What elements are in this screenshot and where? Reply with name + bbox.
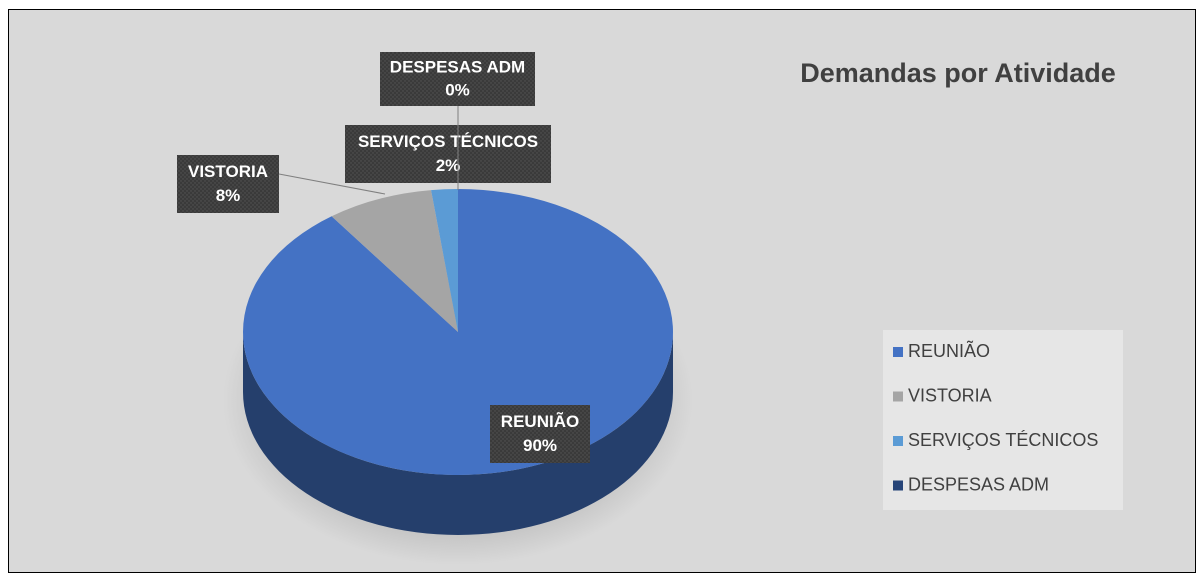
data-label-name: REUNIÃO: [501, 411, 579, 431]
legend-swatch: [893, 436, 903, 446]
data-label-box: [177, 155, 279, 213]
data-label-value: 0%: [445, 80, 470, 99]
labels: REUNIÃO 90% VISTORIA 8% SERVIÇOS TÉCNICOS 2% D…: [177, 52, 590, 463]
data-label-name: VISTORIA: [188, 162, 268, 181]
legend-swatch: [893, 391, 903, 402]
data-label-box: [380, 52, 535, 106]
leader-line: [278, 173, 386, 195]
legend-label: SERVIÇOS TÉCNICOS: [908, 430, 1098, 450]
pie-slice: [431, 189, 458, 332]
data-label-name: SERVIÇOS TÉCNICOS: [358, 132, 538, 151]
legend-label: DESPESAS ADM: [908, 474, 1049, 494]
data-label-value: 8%: [216, 186, 241, 205]
legend-label: VISTORIA: [908, 385, 992, 405]
pie-side: [243, 332, 673, 535]
pie-slice: [243, 189, 674, 475]
pie-slice: [331, 190, 458, 332]
data-label-name: DESPESAS ADM: [390, 58, 525, 77]
legend-swatch: [893, 347, 903, 357]
legend-swatch: [893, 480, 903, 491]
pie: [243, 189, 674, 535]
chart-title: Demandas por Atividade: [800, 58, 1116, 88]
data-label-value: 2%: [436, 156, 461, 175]
data-label-box: [490, 405, 590, 463]
legend-box: [883, 330, 1123, 510]
legend-label: REUNIÃO: [908, 340, 990, 361]
data-label-box: [345, 125, 551, 183]
data-label-value: 90%: [523, 436, 557, 455]
